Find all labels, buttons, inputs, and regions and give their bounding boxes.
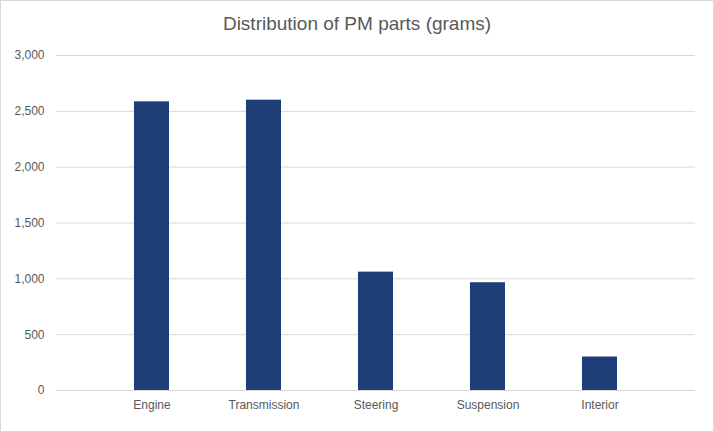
svg-text:Interior: Interior (581, 398, 618, 412)
html-text:Distribution of PM parts (gram: Distribution of PM parts (grams) (222, 13, 492, 34)
svg-text:Steering: Steering (354, 398, 399, 412)
svg-text:2,000: 2,000 (14, 160, 44, 174)
svg-text:1,000: 1,000 (14, 272, 44, 286)
svg-text:0: 0 (38, 383, 45, 397)
svg-text:1,500: 1,500 (14, 216, 44, 230)
svg-text:500: 500 (24, 328, 44, 342)
svg-text:Suspension: Suspension (457, 398, 520, 412)
svg-text:Transmission: Transmission (229, 398, 300, 412)
svg-text:2,500: 2,500 (14, 104, 44, 118)
svg-text:3,000: 3,000 (14, 48, 44, 62)
svg-text:Engine: Engine (133, 398, 171, 412)
